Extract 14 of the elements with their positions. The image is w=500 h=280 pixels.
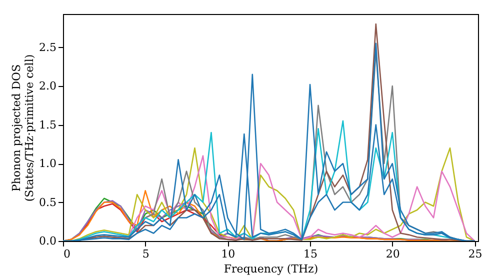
y-tick-label: 0.0 xyxy=(39,234,56,248)
y-axis-title: Phonon projected DOS (States/THz·primitive cell) xyxy=(10,54,36,202)
x-tick-label: 10 xyxy=(221,248,236,260)
y-tick-label: 1.0 xyxy=(39,157,56,170)
x-axis-title: Frequency (THz) xyxy=(224,262,318,276)
x-tick-label: 0 xyxy=(64,248,70,260)
y-tick-label: 1.5 xyxy=(39,118,56,132)
x-tick-label: 25 xyxy=(468,248,482,260)
y-tick-label: 0.5 xyxy=(39,196,56,209)
y-tick-label: 2.5 xyxy=(39,40,56,54)
x-tick-label: 15 xyxy=(304,248,318,260)
x-tick-label: 5 xyxy=(142,248,150,260)
x-tick-label: 20 xyxy=(386,248,400,260)
y-tick-label: 2.0 xyxy=(39,80,56,93)
